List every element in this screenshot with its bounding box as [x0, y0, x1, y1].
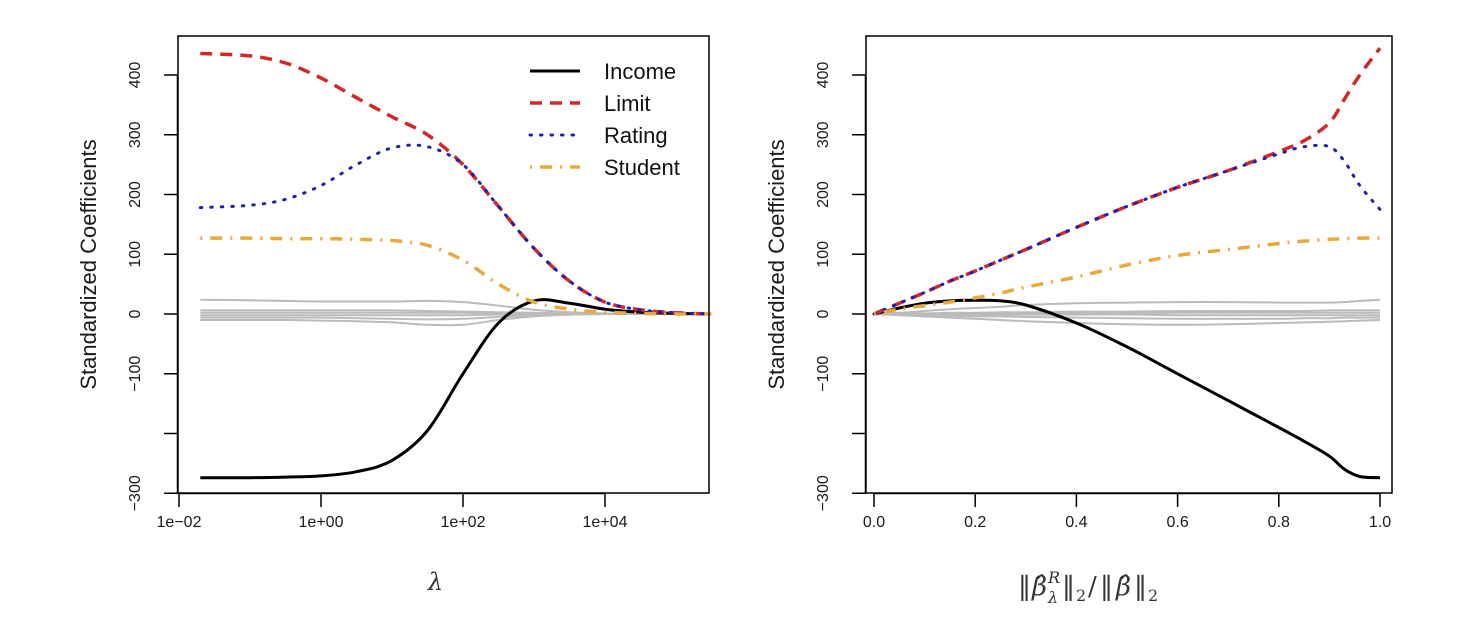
y-axis: −300 −100 0 100 200 300 400 — [815, 62, 867, 511]
x-tick-label: 0.0 — [863, 514, 885, 531]
x-tick-label: 0.2 — [964, 514, 986, 531]
series-line-income — [200, 298, 712, 480]
series-layer — [198, 51, 713, 480]
x-axis-title: λ — [427, 568, 443, 596]
x-tick-label: 1.0 — [1369, 514, 1391, 531]
x-axis-title-glyph: ‖ — [1134, 572, 1147, 602]
legend-item-income: Income — [530, 59, 676, 84]
x-axis: 0.0 0.2 0.4 0.6 0.8 1.0 — [863, 492, 1391, 531]
legend-label: Income — [604, 59, 676, 84]
series-line-student — [873, 236, 1381, 316]
x-axis-title-glyph: ‖ — [1018, 572, 1031, 602]
y-tick-label: 0 — [815, 309, 832, 318]
legend-item-student: Student — [530, 155, 680, 180]
x-axis-title: ‖ β̂ Rλ ‖ 2/‖ β̂ ‖ 2 — [1018, 568, 1158, 607]
right-panel-norm-ratio: −300 −100 0 100 200 300 400 0.0 0.2 0.4 0.6 0.8 1.0… — [764, 35, 1393, 607]
y-tick-label: 200 — [815, 181, 832, 208]
series-line-income — [873, 298, 1381, 480]
legend-label: Rating — [604, 123, 668, 148]
series-line-rating — [872, 143, 1382, 316]
x-tick-label: 0.8 — [1268, 514, 1290, 531]
x-axis-title-glyph: R — [1047, 568, 1060, 587]
x-axis-title-glyph: ‖ — [1062, 572, 1075, 602]
x-tick-label: 0.4 — [1065, 514, 1087, 531]
y-tick-label: 200 — [127, 181, 144, 208]
legend: Income Limit Rating Student — [528, 59, 680, 180]
x-axis-title-glyph: β̂ — [1115, 572, 1131, 602]
left-panel-lambda: −300 −100 0 100 200 300 400 1e−02 1e+00 1e+02 1e+… — [76, 35, 713, 596]
y-tick-label: 300 — [815, 121, 832, 148]
y-tick-label: −100 — [815, 356, 832, 392]
x-axis-title-glyph: 2 — [1148, 586, 1158, 605]
y-tick-label: 300 — [127, 121, 144, 148]
y-tick-label: −300 — [127, 475, 144, 511]
y-tick-label: 100 — [127, 241, 144, 268]
x-axis-title-glyph: λ — [1047, 588, 1058, 607]
x-tick-label: 1e+04 — [583, 514, 628, 531]
legend-label: Limit — [604, 91, 650, 116]
y-tick-label: 100 — [815, 241, 832, 268]
y-tick-label: 400 — [815, 62, 832, 89]
x-tick-label: 1e+00 — [299, 514, 344, 531]
y-tick-label: 400 — [127, 62, 144, 89]
series-line-limit — [200, 51, 712, 316]
series-line-rating — [198, 143, 713, 316]
y-tick-label: −100 — [127, 356, 144, 392]
y-axis-title: Standardized Coefficients — [76, 139, 101, 389]
series-line-other6 — [200, 312, 712, 327]
y-tick-label: 0 — [127, 309, 144, 318]
x-axis-title-glyph: 2 — [1076, 586, 1086, 605]
x-axis-title-glyph: β̂ — [1031, 572, 1047, 602]
series-line-other6 — [873, 313, 1381, 326]
legend-item-rating: Rating — [528, 123, 668, 148]
series-line-other5 — [873, 313, 1380, 320]
series-layer — [872, 47, 1382, 480]
legend-label: Student — [604, 155, 680, 180]
x-tick-label: 0.6 — [1166, 514, 1188, 531]
x-axis-title-glyph: / — [1088, 572, 1097, 602]
legend-item-limit: Limit — [530, 91, 650, 116]
x-tick-label: 1e+02 — [441, 514, 486, 531]
series-line-limit — [873, 47, 1382, 316]
y-axis: −300 −100 0 100 200 300 400 — [127, 62, 179, 511]
series-line-other4 — [874, 312, 1380, 317]
y-axis-title: Standardized Coefficients — [764, 139, 789, 389]
y-tick-label: −300 — [815, 475, 832, 511]
series-line-other1 — [873, 298, 1381, 315]
x-tick-label: 1e−02 — [157, 514, 202, 531]
x-axis: 1e−02 1e+00 1e+02 1e+04 — [157, 492, 628, 531]
x-axis-title-glyph: ‖ — [1100, 572, 1113, 602]
